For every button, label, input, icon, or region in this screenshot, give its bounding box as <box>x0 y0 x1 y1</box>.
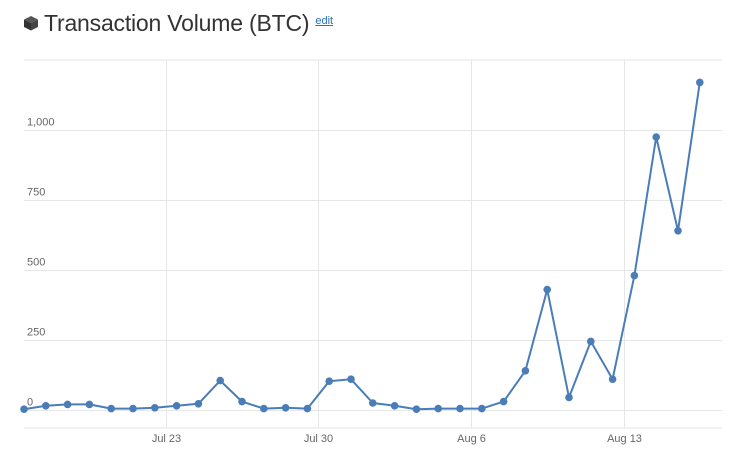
data-point <box>172 402 181 410</box>
y-axis-labels: 0 250 500 750 1,000 <box>27 117 55 409</box>
x-tick-label: Jul 30 <box>304 433 333 445</box>
data-point <box>630 271 639 280</box>
data-point <box>652 133 660 141</box>
chart-header: Transaction Volume (BTC) edit <box>22 8 333 38</box>
data-point <box>565 393 573 402</box>
series-line-layer <box>23 82 701 411</box>
data-point <box>216 376 224 385</box>
x-tick-label: Aug 6 <box>457 433 486 445</box>
edit-link[interactable]: edit <box>315 15 334 27</box>
data-point <box>281 404 290 412</box>
data-point <box>456 404 464 413</box>
data-point <box>434 404 443 413</box>
x-tick-label: Aug 13 <box>607 433 642 445</box>
data-point <box>369 399 377 407</box>
data-point <box>42 402 50 410</box>
y-tick-label: 250 <box>27 327 45 339</box>
data-point <box>674 227 682 235</box>
data-point <box>194 400 203 408</box>
data-point <box>521 367 530 375</box>
data-points-layer <box>20 78 704 414</box>
data-point <box>608 375 617 384</box>
data-point <box>85 400 94 409</box>
data-point <box>63 400 72 409</box>
data-point <box>412 405 421 414</box>
data-point <box>347 375 355 384</box>
y-tick-label: 750 <box>27 187 45 199</box>
data-point <box>151 404 159 412</box>
data-point <box>696 78 704 87</box>
data-point <box>303 404 312 413</box>
data-point <box>499 397 508 406</box>
data-point <box>325 377 334 386</box>
data-point <box>129 404 137 413</box>
chart-title: Transaction Volume (BTC) <box>44 9 310 36</box>
cube-icon <box>22 14 40 32</box>
data-point <box>107 404 115 413</box>
data-point <box>238 397 246 406</box>
data-point <box>20 405 28 414</box>
series-line <box>23 82 701 411</box>
data-point <box>260 404 268 413</box>
x-axis-labels: Jul 23 Jul 30 Aug 6 Aug 13 <box>152 433 642 445</box>
y-tick-label: 0 <box>27 397 33 409</box>
data-point <box>587 337 595 346</box>
data-point <box>543 285 551 294</box>
data-point <box>478 404 486 413</box>
y-tick-label: 1,000 <box>27 117 55 129</box>
grid-layer <box>24 59 722 429</box>
data-point <box>390 402 399 410</box>
x-tick-label: Jul 23 <box>152 433 181 445</box>
y-tick-label: 500 <box>27 257 45 269</box>
